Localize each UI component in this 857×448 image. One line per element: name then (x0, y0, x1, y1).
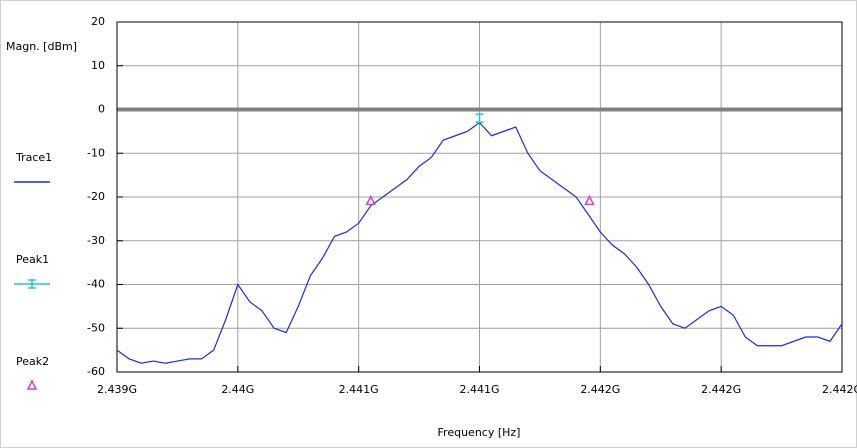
x-tick-label: 2.439G (97, 383, 137, 396)
peak-marker (584, 194, 595, 206)
x-tick-label: 2.441G (459, 383, 499, 396)
x-tick-label: 2.441G (339, 383, 379, 396)
y-tick-label: -60 (87, 365, 105, 378)
y-tick-label: 0 (98, 103, 105, 116)
legend-label: Trace1 (15, 151, 52, 164)
plot-border (116, 21, 843, 373)
peak-marker (475, 113, 484, 123)
legend-swatch (26, 379, 38, 390)
x-tick-label: 2.44G (221, 383, 254, 396)
legend-swatch (28, 279, 36, 289)
y-tick-label: -20 (87, 190, 105, 203)
y-tick-label: 10 (91, 59, 105, 72)
y-tick-label: 20 (91, 15, 105, 28)
x-tick-label: 2.442G (580, 383, 620, 396)
legend-label: Peak2 (16, 355, 49, 368)
y-tick-label: -40 (87, 278, 105, 291)
legend-label: Peak1 (16, 253, 49, 266)
x-tick-label: 2.442G (822, 383, 857, 396)
y-axis-label: Magn. [dBm] (6, 40, 77, 53)
y-tick-label: -50 (87, 321, 105, 334)
y-tick-label: -10 (87, 146, 105, 159)
x-axis-label: Frequency [Hz] (438, 426, 521, 439)
x-tick-label: 2.442G (701, 383, 741, 396)
y-tick-label: -30 (87, 234, 105, 247)
peak-marker (365, 194, 376, 206)
